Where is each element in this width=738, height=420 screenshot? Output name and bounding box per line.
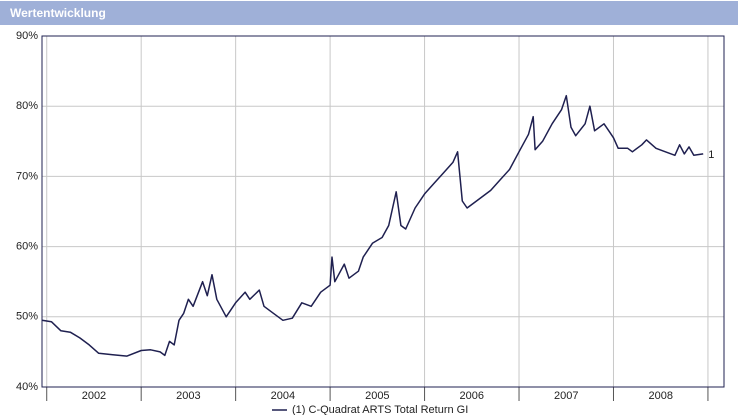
y-tick-label: 60% [16, 241, 38, 253]
x-tick-label: 2006 [460, 390, 484, 402]
plot-area [42, 36, 724, 387]
chart-title: Wertentwicklung [10, 6, 106, 20]
plot-border [41, 35, 725, 388]
y-tick-label: 90% [16, 30, 38, 42]
x-tick-label: 2005 [365, 390, 389, 402]
line-end-label: 1 [708, 149, 714, 161]
y-tick-label: 40% [16, 381, 38, 393]
y-tick-label: 70% [16, 170, 38, 182]
x-tick-label: 2004 [271, 390, 295, 402]
y-tick-label: 80% [16, 100, 38, 112]
x-tick-label: 2008 [648, 390, 672, 402]
legend-label: (1) C-Quadrat ARTS Total Return GI [292, 404, 468, 415]
data-line [41, 94, 704, 357]
x-tick-label: 2003 [176, 390, 200, 402]
x-tick-label: 2007 [554, 390, 578, 402]
x-tick-label: 2002 [82, 390, 106, 402]
header-bar [0, 1, 738, 25]
y-tick-label: 50% [16, 311, 38, 323]
